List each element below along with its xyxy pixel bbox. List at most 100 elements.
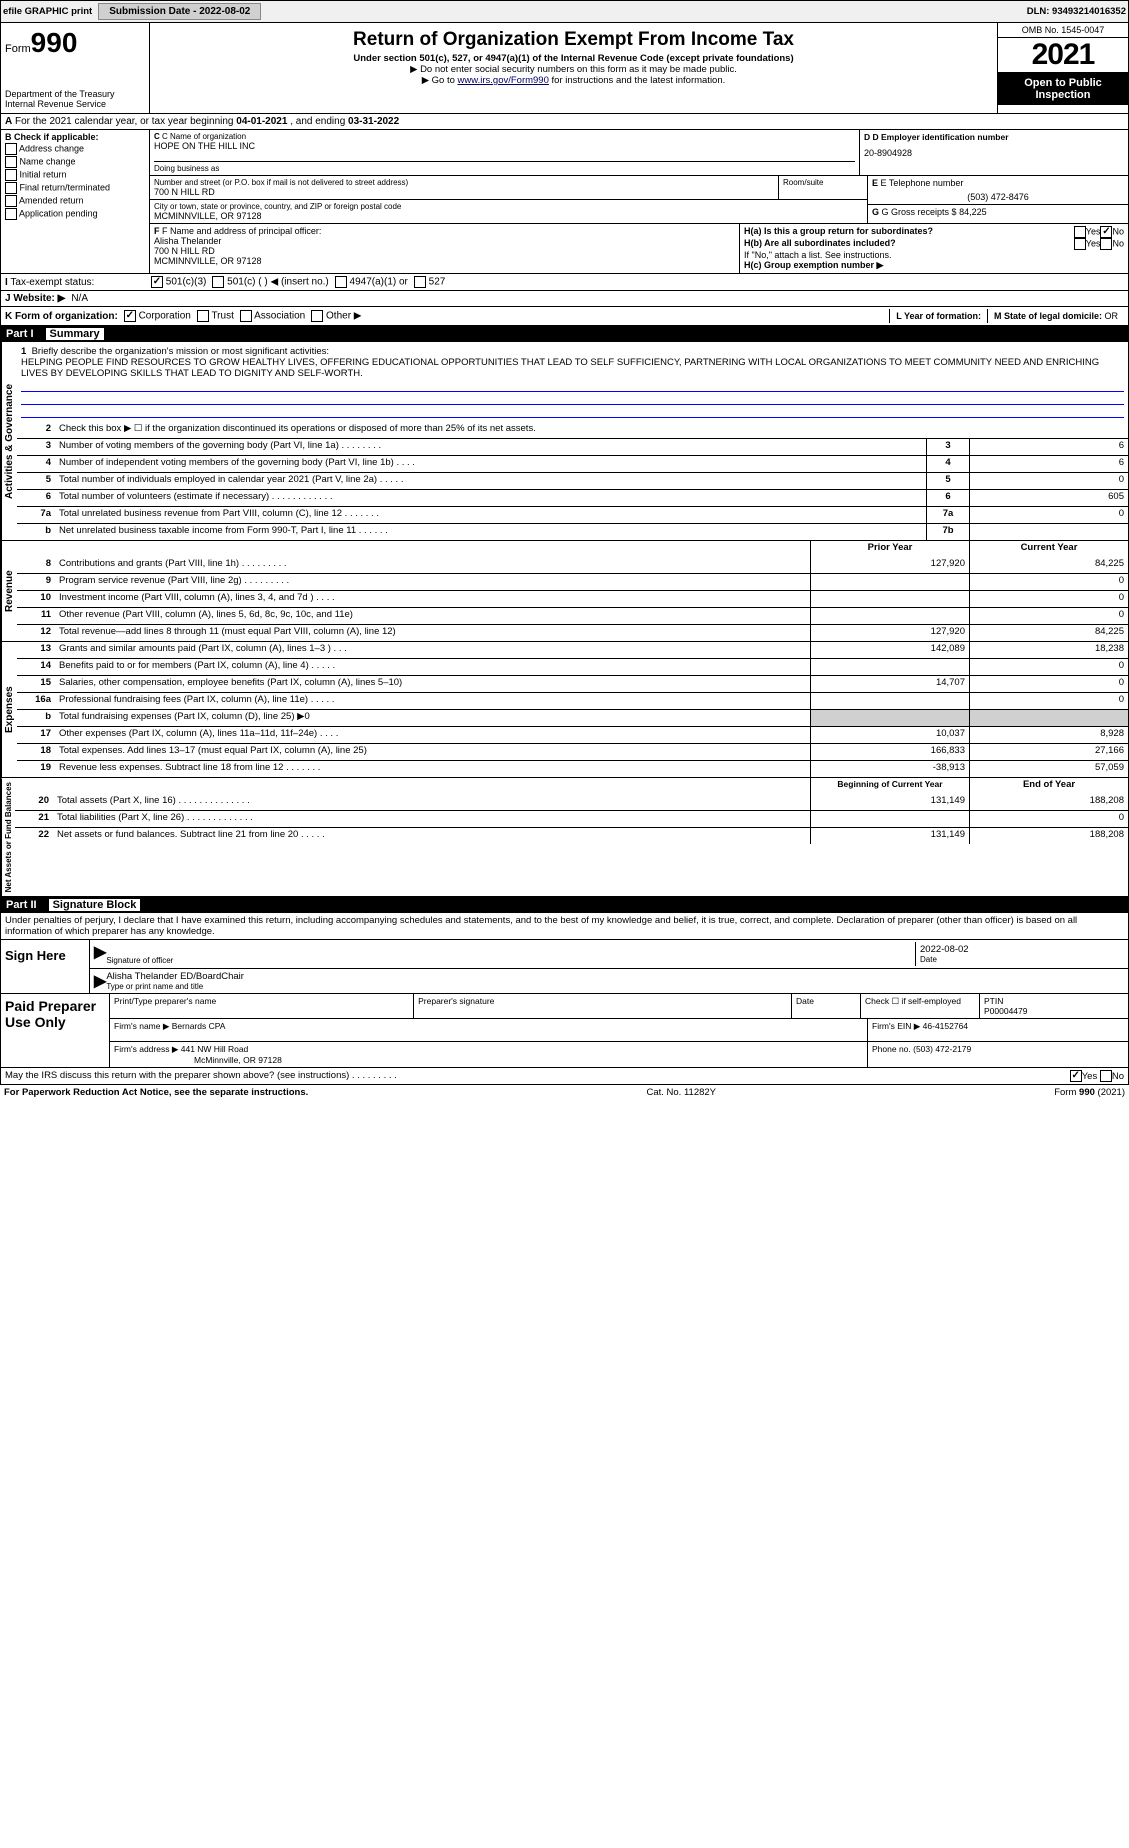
revenue-row: 8Contributions and grants (Part VIII, li… — [17, 557, 1128, 573]
discuss-no[interactable]: No — [1100, 1071, 1124, 1082]
col-b-checkboxes: B Check if applicable: Address change Na… — [1, 130, 150, 273]
form-footer: Form 990 (2021) — [1054, 1087, 1125, 1098]
cb-trust[interactable]: Trust — [197, 310, 234, 322]
cb-527[interactable]: 527 — [414, 276, 445, 288]
ha-yes[interactable]: Yes — [1074, 226, 1101, 238]
sig-arrow-icon: ▶ — [94, 971, 106, 991]
cb-amended-return[interactable]: Amended return — [5, 195, 145, 207]
row-website: J Website: ▶ N/A — [0, 291, 1129, 307]
expense-row: 19Revenue less expenses. Subtract line 1… — [17, 760, 1128, 777]
vlabel-expenses: Expenses — [1, 642, 17, 777]
preparer-ptin: PTINP00004479 — [980, 994, 1128, 1018]
net-assets-row: 22Net assets or fund balances. Subtract … — [15, 827, 1128, 844]
firm-name: Firm's name ▶ Bernards CPA — [110, 1019, 868, 1041]
expense-row: 13Grants and similar amounts paid (Part … — [17, 642, 1128, 658]
telephone: (503) 472-8476 — [872, 192, 1124, 202]
room-suite: Room/suite — [778, 176, 867, 199]
cb-initial-return[interactable]: Initial return — [5, 169, 145, 181]
discuss-yes[interactable]: Yes — [1070, 1071, 1098, 1082]
col-f-officer: F F Name and address of principal office… — [150, 224, 739, 273]
officer-city: MCMINNVILLE, OR 97128 — [154, 256, 735, 266]
form-title: Return of Organization Exempt From Incom… — [154, 29, 993, 51]
header-right: OMB No. 1545-0047 2021 Open to Public In… — [997, 23, 1128, 113]
firm-phone: Phone no. (503) 472-2179 — [868, 1042, 1128, 1067]
cb-501c3[interactable]: 501(c)(3) — [151, 276, 206, 288]
website-value: N/A — [71, 293, 88, 304]
expense-row: 18Total expenses. Add lines 13–17 (must … — [17, 743, 1128, 760]
sig-date: 2022-08-02 — [920, 944, 1120, 955]
sig-arrow-icon: ▶ — [94, 942, 106, 966]
hdr-current-year: Current Year — [969, 541, 1128, 557]
irs-link[interactable]: www.irs.gov/Form990 — [458, 75, 549, 86]
preparer-selfemp[interactable]: Check ☐ if self-employed — [861, 994, 980, 1018]
gov-row: 5Total number of individuals employed in… — [17, 472, 1128, 489]
cb-final-return[interactable]: Final return/terminated — [5, 182, 145, 194]
cb-name-change[interactable]: Name change — [5, 156, 145, 168]
sign-here-label: Sign Here — [1, 940, 90, 993]
revenue-row: 9Program service revenue (Part VIII, lin… — [17, 573, 1128, 590]
net-assets-row: 21Total liabilities (Part X, line 26) . … — [15, 810, 1128, 827]
efile-topbar: efile GRAPHIC print Submission Date - 20… — [0, 0, 1129, 23]
form-header: Form990 Department of the Treasury Inter… — [0, 23, 1129, 114]
preparer-date-hdr: Date — [792, 994, 861, 1018]
city-block: City or town, state or province, country… — [150, 200, 867, 223]
revenue-row: 10Investment income (Part VIII, column (… — [17, 590, 1128, 607]
mission-text: HELPING PEOPLE FIND RESOURCES TO GROW HE… — [21, 357, 1099, 379]
gov-row: 3Number of voting members of the governi… — [17, 438, 1128, 455]
hdr-prior-year: Prior Year — [810, 541, 969, 557]
signature-block: Under penalties of perjury, I declare th… — [0, 913, 1129, 1068]
open-inspection: Open to Public Inspection — [998, 73, 1128, 105]
expense-row: 16aProfessional fundraising fees (Part I… — [17, 692, 1128, 709]
row-k: K Form of organization: Corporation Trus… — [0, 307, 1129, 326]
hdr-beginning: Beginning of Current Year — [810, 778, 969, 794]
part-i-header: Part I Summary — [0, 326, 1129, 342]
revenue-row: 11Other revenue (Part VIII, column (A), … — [17, 607, 1128, 624]
cb-address-change[interactable]: Address change — [5, 143, 145, 155]
paperwork-footer: For Paperwork Reduction Act Notice, see … — [0, 1085, 1129, 1100]
cb-application-pending[interactable]: Application pending — [5, 208, 145, 220]
header-mid: Return of Organization Exempt From Incom… — [150, 23, 997, 113]
efile-label: efile GRAPHIC print — [3, 6, 92, 17]
cat-no: Cat. No. 11282Y — [646, 1087, 716, 1098]
ein-value: 20-8904928 — [864, 148, 1124, 158]
org-name-block: C C Name of organization HOPE ON THE HIL… — [150, 130, 859, 175]
cb-association[interactable]: Association — [240, 310, 305, 322]
cb-4947[interactable]: 4947(a)(1) or — [335, 276, 408, 288]
gov-row: 4Number of independent voting members of… — [17, 455, 1128, 472]
street: 700 N HILL RD — [154, 187, 774, 197]
row-a-tax-year: A For the 2021 calendar year, or tax yea… — [0, 114, 1129, 130]
gov-row: 6Total number of volunteers (estimate if… — [17, 489, 1128, 506]
dept-treasury: Department of the Treasury — [5, 89, 145, 99]
firm-address: Firm's address ▶ 441 NW Hill Road McMinn… — [110, 1042, 868, 1067]
street-block: Number and street (or P.O. box if mail i… — [150, 176, 778, 199]
vlabel-governance: Activities & Governance — [1, 342, 17, 540]
hb-yes[interactable]: Yes — [1074, 238, 1101, 250]
form-number: Form990 — [5, 27, 145, 59]
gov-row: bNet unrelated business taxable income f… — [17, 523, 1128, 540]
vlabel-revenue: Revenue — [1, 541, 17, 641]
firm-ein: Firm's EIN ▶ 46-4152764 — [868, 1019, 1128, 1041]
cb-other[interactable]: Other ▶ — [311, 310, 361, 322]
col-e: E E Telephone number (503) 472-8476 G G … — [867, 176, 1128, 223]
cb-corporation[interactable]: Corporation — [124, 310, 191, 322]
submission-date-button[interactable]: Submission Date - 2022-08-02 — [98, 3, 261, 20]
col-h: H(a) Is this a group return for subordin… — [739, 224, 1128, 273]
part-ii-header: Part II Signature Block — [0, 897, 1129, 913]
expense-row: 14Benefits paid to or for members (Part … — [17, 658, 1128, 675]
header-left: Form990 Department of the Treasury Inter… — [1, 23, 150, 113]
officer-name: Alisha Thelander — [154, 236, 735, 246]
ha-no[interactable]: No — [1100, 226, 1124, 238]
cb-501c[interactable]: 501(c) ( ) ◀ (insert no.) — [212, 276, 328, 288]
expense-row: 15Salaries, other compensation, employee… — [17, 675, 1128, 692]
gov-row: 2Check this box ▶ ☐ if the organization … — [17, 422, 1128, 438]
dln: DLN: 93493214016352 — [1027, 6, 1126, 17]
tax-year: 2021 — [998, 38, 1128, 73]
col-d-ein: D D Employer identification number 20-89… — [859, 130, 1128, 175]
row-tax-exempt: I Tax-exempt status: 501(c)(3) 501(c) ( … — [0, 274, 1129, 291]
sig-declaration: Under penalties of perjury, I declare th… — [1, 913, 1128, 939]
hdr-end-year: End of Year — [969, 778, 1128, 794]
omb-number: OMB No. 1545-0047 — [998, 23, 1128, 38]
col-c: C C Name of organization HOPE ON THE HIL… — [150, 130, 1128, 273]
section-bcde: B Check if applicable: Address change Na… — [0, 130, 1129, 274]
hb-no[interactable]: No — [1100, 238, 1124, 250]
